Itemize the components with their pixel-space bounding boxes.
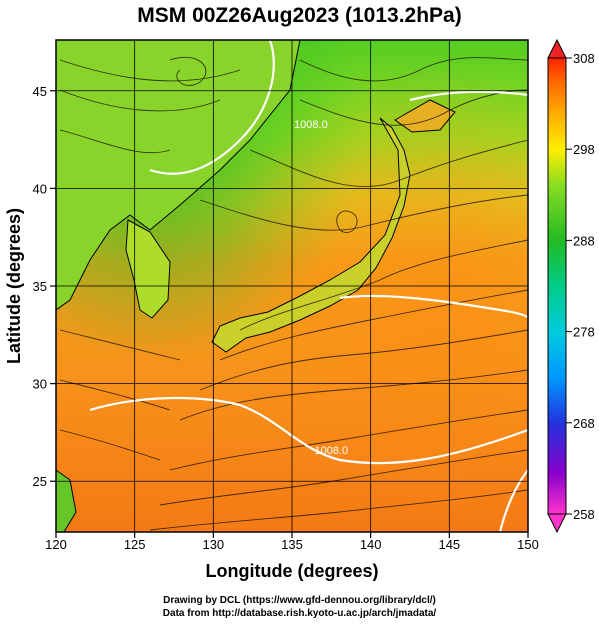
x-axis-label: Longitude (degrees) [205, 561, 378, 581]
contour-label-layer: 1008.0 1008.0 [294, 119, 348, 457]
x-tick-layer: 120 125 130 135 140 145 150 [45, 532, 539, 552]
chart-title: MSM 00Z26Aug2023 (1013.2hPa) [137, 4, 462, 27]
y-tick-label: 25 [33, 474, 47, 489]
x-tick-label: 145 [438, 537, 460, 552]
y-tick-label: 40 [33, 181, 47, 196]
colorbar-tick-label: 258 [573, 507, 595, 522]
colorbar-tick-layer: 308 298 288 278 268 258 [566, 51, 595, 522]
contour-label: 1008.0 [315, 445, 349, 457]
y-tick-label: 45 [33, 84, 47, 99]
contour-label: 1008.0 [294, 119, 328, 131]
y-axis-label: Latitude (degrees) [4, 208, 24, 364]
colorbar-top-arrow [547, 38, 567, 59]
colorbar-tick-label: 308 [573, 51, 595, 66]
x-tick-label: 135 [281, 537, 303, 552]
colorbar: 308 298 288 278 268 258 [547, 38, 595, 534]
y-tick-label: 35 [33, 279, 47, 294]
credits: Drawing by DCL (https://www.gfd-dennou.o… [0, 594, 599, 620]
y-tick-label: 30 [33, 377, 47, 392]
colorbar-bottom-arrow [547, 513, 567, 534]
colorbar-tick-label: 288 [573, 233, 595, 248]
colorbar-tick-label: 278 [573, 325, 595, 340]
credit-line-2: Data from http://database.rish.kyoto-u.a… [162, 608, 437, 619]
credit-line-1: Drawing by DCL (https://www.gfd-dennou.o… [163, 595, 436, 606]
colorbar-tick-label: 268 [573, 416, 595, 431]
x-tick-label: 120 [45, 537, 67, 552]
x-tick-label: 150 [517, 537, 539, 552]
colorbar-scale [547, 57, 567, 515]
x-tick-label: 140 [360, 537, 382, 552]
x-tick-label: 130 [202, 537, 224, 552]
colorbar-tick-label: 298 [573, 142, 595, 157]
x-tick-label: 125 [124, 537, 146, 552]
y-tick-layer: 25 30 35 40 45 [33, 84, 56, 489]
isobar-contours [89, 40, 528, 532]
